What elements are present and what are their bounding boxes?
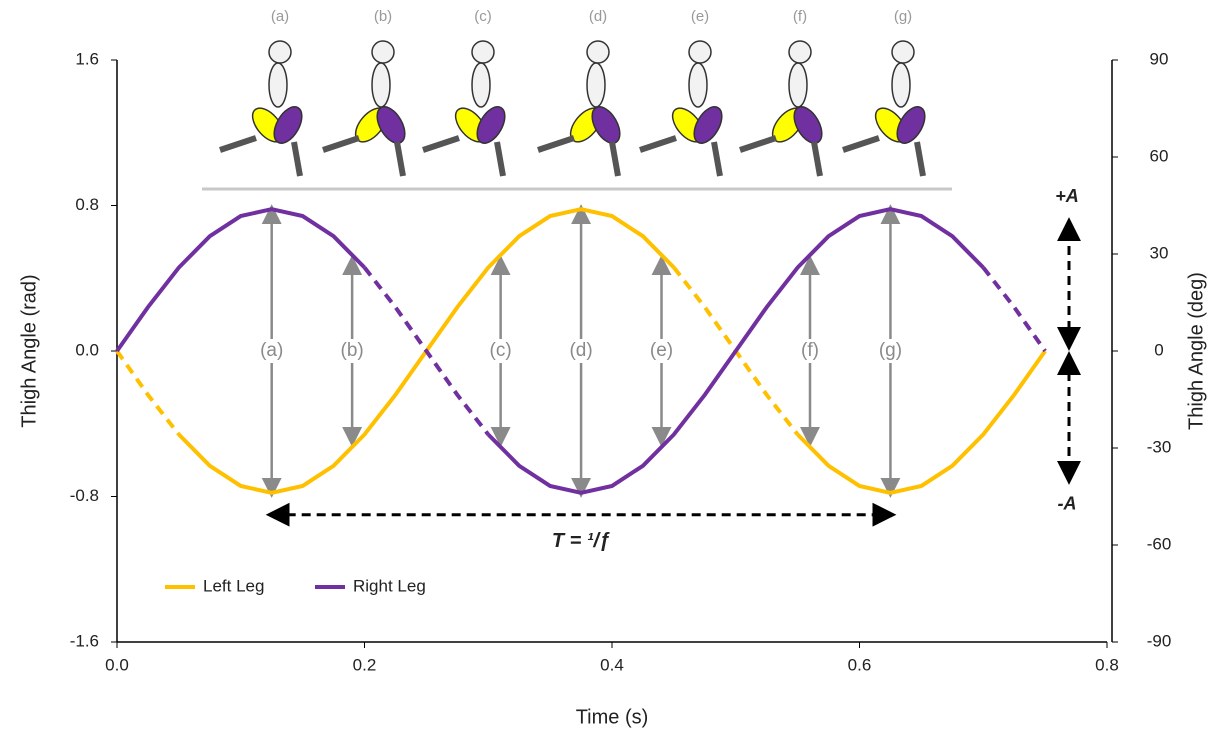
figure-thigh [376,106,406,144]
figure-torso [688,62,708,108]
figure-label: (b) [374,8,392,25]
figure-shin [322,135,360,153]
phase-label: (c) [490,340,512,361]
y2-tick-label: 60 [1150,146,1169,165]
y2-tick-label: 90 [1150,49,1169,68]
phase-label-bg [794,339,826,363]
figure-torso [788,62,808,108]
phase-label: (b) [341,340,364,361]
series-line [115,207,366,353]
period-label: T = ¹/ƒ [552,530,610,552]
figure-shin [609,141,621,177]
figure-head [471,40,495,64]
x-axis-title: Time (s) [576,706,649,728]
series-line [981,266,1047,353]
phase-label-bg [645,339,678,363]
series-line [796,349,1047,495]
figure-shin [219,135,257,153]
phase-label-bg [565,339,598,363]
figure-thigh [476,106,506,144]
figure-shin [639,135,677,153]
figure-label: (c) [474,8,492,25]
figure-head [688,40,712,64]
figure-label: (e) [691,8,709,25]
figure-thigh [273,106,303,144]
figure-shin [739,135,777,153]
figure-head [371,40,395,64]
phase-label: (e) [650,340,673,361]
figure-torso [371,62,391,108]
figure-shin [811,141,823,177]
figure-shin [914,141,926,177]
figure-head [891,40,915,64]
y2-tick-label: 30 [1150,243,1169,262]
x-tick-label: 0.2 [353,655,377,674]
x-tick-label: 0.6 [848,655,872,674]
figure-head [788,40,812,64]
series-line [486,207,985,495]
figure-torso [471,62,491,108]
y2-axis-title: Thigh Angle (deg) [1185,272,1207,430]
x-tick-label: 0.0 [105,655,129,674]
figure-head [586,40,610,64]
figure-label: (g) [894,8,912,25]
y2-tick-label: 0 [1154,340,1163,359]
figure-thigh [793,106,823,144]
phase-label: (f) [801,340,819,361]
figure-shin [842,135,880,153]
phase-label-bg [255,339,288,363]
figure-torso [891,62,911,108]
phase-label: (d) [569,340,592,361]
y2-tick-label: -90 [1147,631,1172,650]
figure-shin [711,141,723,177]
figure-shin [422,135,460,153]
y-tick-label: 1.6 [75,49,99,68]
figure-shin [494,141,506,177]
x-tick-label: 0.8 [1095,655,1119,674]
phase-label-bg [484,339,517,363]
y-tick-label: -0.8 [70,486,99,505]
y-tick-label: 0.0 [75,340,99,359]
figure-thigh [591,106,621,144]
y-tick-label: 0.8 [75,195,99,214]
legend-label: Right Leg [353,576,426,595]
figure-shin [291,141,303,177]
amplitude-label: +A [1055,186,1079,206]
figure-label: (a) [271,8,289,25]
figure-head [268,40,292,64]
phase-label: (g) [879,340,902,361]
figure-torso [586,62,606,108]
y-tick-label: -1.6 [70,631,99,650]
series-line [362,266,490,436]
y2-tick-label: -60 [1147,534,1172,553]
y2-tick-label: -30 [1147,437,1172,456]
y-axis-title: Thigh Angle (rad) [18,274,40,427]
figure-torso [268,62,288,108]
figure-thigh [693,106,723,144]
phase-label-bg [874,339,907,363]
x-tick-label: 0.4 [600,655,624,674]
figure-shin [394,141,406,177]
phase-label: (a) [260,340,283,361]
figure-thigh [896,106,926,144]
figure-label: (f) [793,8,807,25]
figure-label: (d) [589,8,607,25]
figure-shin [537,135,575,153]
series-line [115,349,181,436]
phase-label-bg [336,339,369,363]
amplitude-label: -A [1058,494,1077,514]
legend-label: Left Leg [203,576,264,595]
